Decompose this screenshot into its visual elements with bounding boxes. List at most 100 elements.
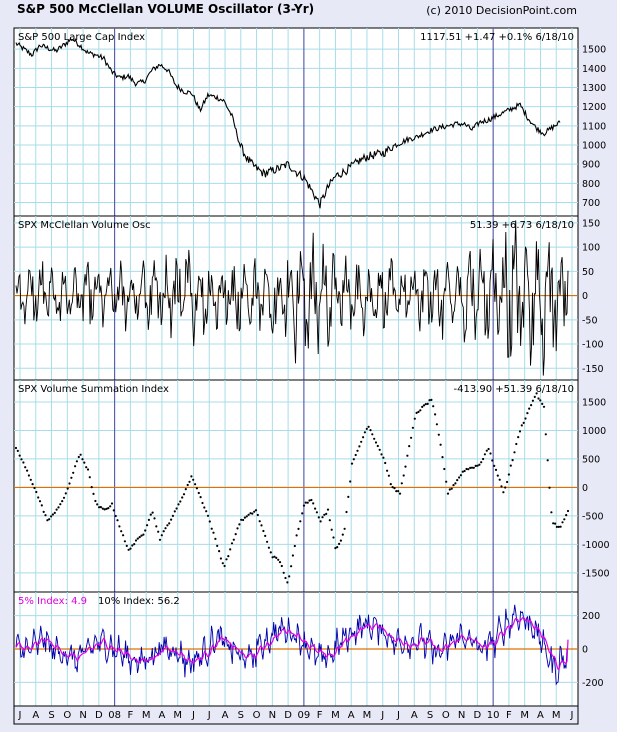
summation-point (66, 487, 69, 490)
summation-point (210, 527, 213, 530)
y-tick-label: -150 (582, 364, 604, 375)
summation-point (386, 469, 389, 472)
summation-point (557, 525, 560, 529)
summation-point (175, 507, 178, 510)
x-tick-label: A (32, 710, 39, 721)
x-tick-label: F (317, 710, 323, 721)
summation-point (162, 530, 165, 533)
summation-point (478, 463, 481, 466)
summation-point (40, 504, 43, 507)
legend-five-percent: 5% Index: 4.9 (18, 596, 87, 607)
summation-point (507, 473, 510, 476)
summation-point (467, 468, 470, 471)
summation-point (332, 536, 335, 539)
summation-point (35, 490, 38, 494)
summation-point (134, 539, 138, 542)
summation-point (485, 449, 488, 452)
summation-point (517, 436, 520, 439)
summation-point (469, 466, 472, 469)
summation-point (253, 510, 256, 513)
x-tick-label: 08 (108, 710, 121, 721)
panel-frame (13, 379, 579, 593)
summation-point (417, 410, 420, 413)
summation-point (70, 476, 73, 479)
summation-point (184, 488, 187, 491)
summation-point (225, 558, 228, 561)
summation-point (304, 501, 307, 504)
x-tick-label: M (520, 710, 529, 721)
summation-point (243, 516, 246, 519)
panel-4: -200 0 200 (13, 591, 604, 707)
summation-point (96, 503, 99, 506)
summation-point (55, 508, 58, 511)
summation-point (27, 474, 30, 477)
summation-point (404, 465, 407, 468)
summation-point (445, 480, 448, 483)
summation-point (203, 506, 206, 509)
summation-point (22, 461, 25, 464)
summation-point (110, 502, 114, 505)
x-tick-label: A (537, 710, 544, 721)
summation-point (421, 405, 424, 408)
summation-point (94, 499, 97, 503)
summation-point (458, 476, 461, 479)
summation-point (559, 525, 562, 528)
summation-point (299, 520, 302, 523)
ten-percent-index-line (15, 617, 569, 670)
y-tick-label: 0 (582, 645, 588, 656)
summation-point (323, 513, 326, 516)
summation-point (118, 525, 121, 528)
summation-point (194, 483, 197, 486)
summation-point (511, 459, 514, 462)
summation-point (262, 529, 265, 533)
summation-point (491, 459, 494, 462)
summation-point (205, 510, 208, 513)
summation-point (288, 575, 291, 578)
summation-point (197, 491, 200, 495)
y-tick-label: 1200 (582, 102, 606, 113)
x-tick-label: F (128, 710, 134, 721)
summation-point (319, 520, 322, 523)
x-tick-label: J (570, 710, 574, 721)
summation-point (31, 483, 34, 486)
summation-point (29, 478, 32, 481)
summation-point (439, 443, 442, 446)
summation-point (494, 468, 498, 471)
x-tick-label: 09 (298, 710, 311, 721)
summation-point (123, 540, 126, 543)
summation-point (171, 514, 174, 518)
summation-point (552, 522, 555, 525)
summation-point (133, 543, 136, 546)
summation-point (434, 413, 437, 416)
summation-point (459, 474, 462, 477)
summation-point (129, 547, 132, 550)
summation-point (273, 555, 276, 558)
summation-point (236, 527, 239, 530)
summation-point (302, 504, 306, 507)
summation-point (426, 402, 429, 405)
summation-point (177, 503, 180, 506)
summation-point (109, 505, 112, 508)
summation-point (212, 531, 215, 534)
summation-point (74, 465, 77, 468)
summation-point (389, 483, 392, 486)
summation-point (535, 392, 538, 395)
summation-point (186, 483, 189, 487)
summation-point (131, 544, 134, 547)
summation-point (524, 417, 527, 420)
x-tick-label: J (396, 710, 400, 721)
x-tick-label: N (269, 710, 276, 721)
summation-point (284, 576, 287, 580)
x-tick-label: A (348, 710, 355, 721)
y-tick-label: -200 (582, 678, 604, 689)
summation-point (347, 495, 350, 498)
summation-point (277, 558, 280, 561)
summation-point (229, 548, 232, 551)
summation-point (85, 466, 88, 469)
y-tick-label: 150 (582, 218, 600, 229)
x-tick-label: N (79, 710, 86, 721)
summation-point (374, 441, 378, 444)
x-tick-label: D (95, 710, 103, 721)
summation-point (482, 457, 485, 461)
